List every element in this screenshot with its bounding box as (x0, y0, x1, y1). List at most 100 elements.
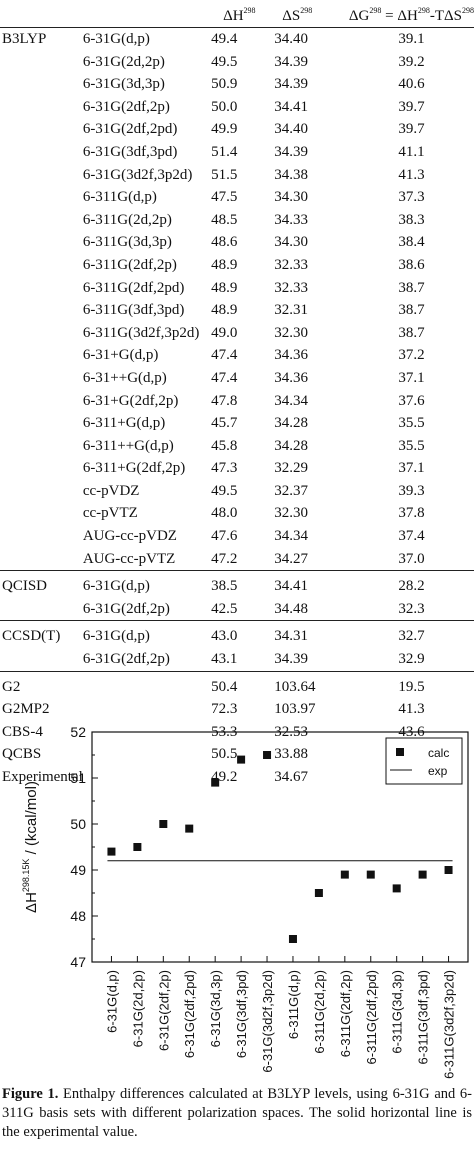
legend-label-exp: exp (428, 764, 448, 778)
table-row: 6-311G(d,p) 47.5 34.30 37.3 (0, 186, 474, 209)
y-tick-label: 52 (70, 724, 86, 740)
table-row: QCISD 6-31G(d,p) 38.5 34.41 28.2 (0, 570, 474, 598)
cell-basis: 6-31G(2df,2p) (82, 600, 170, 617)
cell-basis: 6-31G(2df,2pd) (82, 121, 178, 138)
cell-dg: 37.2 (398, 347, 425, 364)
cell-ds: 34.28 (274, 437, 309, 454)
cell-basis: 6-31+G(d,p) (82, 347, 159, 364)
cell-dh: 50.4 (211, 670, 275, 699)
y-tick-label: 50 (70, 816, 86, 832)
cell-dg: 37.1 (398, 369, 425, 386)
cell-dh: 49.0 (211, 324, 238, 341)
legend-marker-calc (396, 748, 404, 756)
cell-dh: 50.9 (211, 76, 238, 93)
cell-ds: 34.40 (274, 121, 309, 138)
cell-ds: 34.34 (274, 392, 309, 409)
data-point (133, 843, 142, 851)
table-row: 6-311G(2d,2p) 48.5 34.33 38.3 (0, 209, 474, 232)
table-header-row: ΔH298 ΔS298 ΔG298 = ΔH298-TΔS298 (0, 0, 474, 28)
cell-method (0, 141, 83, 164)
cell-method (0, 51, 83, 74)
cell-basis: 6-311G(3df,3pd) (82, 302, 185, 319)
cell-ds: 34.27 (274, 550, 309, 567)
cell-method (0, 548, 83, 571)
cell-ds: 32.30 (274, 324, 309, 341)
cell-method (0, 344, 83, 367)
data-point (392, 884, 401, 893)
cell-method (0, 231, 83, 254)
table-row: AUG-cc-pVDZ 47.6 34.34 37.4 (0, 525, 474, 548)
cell-dh: 49.4 (211, 31, 238, 47)
header-dg: ΔG298 = ΔH298-TΔS298 (338, 0, 474, 28)
cell-dh: 49.5 (211, 482, 238, 499)
cell-ds: 34.39 (274, 651, 309, 668)
x-tick-label: 6-311G(2df,2pd) (364, 970, 379, 1064)
figure-caption: Figure 1. Enthalpy differences calculate… (2, 1085, 472, 1142)
cell-ds: 32.37 (274, 482, 309, 499)
cell-ds: 32.30 (274, 505, 309, 522)
enthalpy-chart: 47 48 49 50 51 52 6-31G(d,p) 6-31G(2d,2p) 6-31G(… (21, 724, 469, 1079)
cell-basis: 6-31G(3df,3pd) (82, 143, 178, 160)
cell-ds: 103.64 (274, 670, 339, 699)
cell-method (0, 254, 83, 277)
x-tick-label: 6-31G(3d,3p) (208, 970, 223, 1047)
x-tick-label: 6-31G(2df,2pd) (182, 970, 197, 1058)
table-row: 6-311G(3df,3pd) 48.9 32.31 38.7 (0, 299, 474, 322)
table-row: G2 50.4 103.64 19.5 (0, 670, 474, 699)
table-row: 6-31+G(d,p) 47.4 34.36 37.2 (0, 344, 474, 367)
cell-dh: 48.0 (211, 505, 238, 522)
y-axis-label: ΔH298.15K / (kcal/mol) (21, 781, 40, 913)
cell-dh: 51.4 (211, 143, 238, 160)
cell-ds: 32.31 (274, 302, 309, 319)
cell-dg: 32.9 (398, 651, 425, 668)
cell-dg: 38.7 (398, 279, 425, 296)
cell-ds: 34.39 (274, 143, 309, 160)
cell-ds: 34.67 (274, 769, 309, 785)
data-point (340, 870, 349, 879)
cell-basis: 6-31G(2df,2p) (82, 651, 170, 668)
cell-method (0, 209, 83, 232)
cell-dg: 37.8 (398, 505, 425, 522)
cell-dg: 41.3 (398, 701, 425, 718)
cell-basis: cc-pVDZ (82, 482, 140, 499)
cell-method: CBS-4 (2, 723, 43, 740)
cell-ds: 34.28 (274, 415, 309, 432)
cell-method (0, 598, 83, 621)
cell-dh: 48.9 (211, 256, 238, 273)
cell-method (0, 648, 83, 671)
cell-dh: 43.0 (211, 620, 275, 649)
x-tick-label: 6-311G(3df,3pd) (416, 970, 431, 1064)
cell-dh: 49.5 (211, 53, 238, 70)
x-tick-label: 6-311G(2d,2p) (312, 970, 327, 1054)
cell-method: QCBS (2, 746, 42, 763)
cell-dh: 72.3 (211, 701, 238, 718)
cell-dg: 39.3 (398, 482, 425, 499)
caption-label: Figure 1. (2, 1086, 59, 1102)
cell-dh: 48.6 (211, 234, 238, 251)
cell-basis: 6-31++G(d,p) (82, 369, 167, 386)
cell-method (0, 277, 83, 300)
cell-ds: 34.48 (274, 600, 309, 617)
cell-basis: 6-31G(d,p) (82, 31, 150, 47)
table-row: CCSD(T) 6-31G(d,p) 43.0 34.31 32.7 (0, 620, 474, 649)
cell-basis: 6-311G(d,p) (82, 189, 157, 206)
cell-ds: 34.30 (274, 189, 309, 206)
cell-method (0, 412, 83, 435)
cell-dg: 41.3 (398, 166, 425, 183)
cell-basis: 6-31G(3d2f,3p2d) (82, 166, 193, 183)
cell-method (0, 502, 83, 525)
cell-dh: 50.0 (211, 98, 238, 115)
header-basis (82, 0, 212, 28)
header-method (0, 0, 83, 28)
cell-basis: 6-31G(3d,3p) (82, 76, 165, 93)
data-point (237, 755, 246, 764)
table-body: B3LYP 6-31G(d,p) 49.4 34.40 39.1 6-31G(2d,2p)… (0, 28, 474, 789)
cell-basis: AUG-cc-pVDZ (82, 528, 177, 545)
cell-dh: 43.1 (211, 651, 238, 668)
cell-dg: 37.3 (398, 189, 425, 206)
cell-dh: 47.3 (211, 460, 238, 477)
cell-ds: 34.30 (274, 234, 309, 251)
table-row: 6-31++G(d,p) 47.4 34.36 37.1 (0, 367, 474, 390)
cell-ds: 34.38 (274, 166, 309, 183)
cell-dg: 40.6 (398, 76, 425, 93)
